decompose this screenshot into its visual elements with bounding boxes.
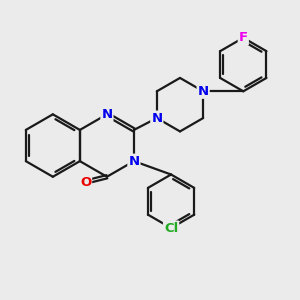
Text: N: N [151, 112, 162, 124]
Text: Cl: Cl [164, 221, 178, 235]
Text: F: F [239, 31, 248, 44]
Text: N: N [101, 108, 112, 121]
Text: O: O [80, 176, 91, 189]
Text: N: N [128, 154, 140, 168]
Text: N: N [198, 85, 209, 98]
